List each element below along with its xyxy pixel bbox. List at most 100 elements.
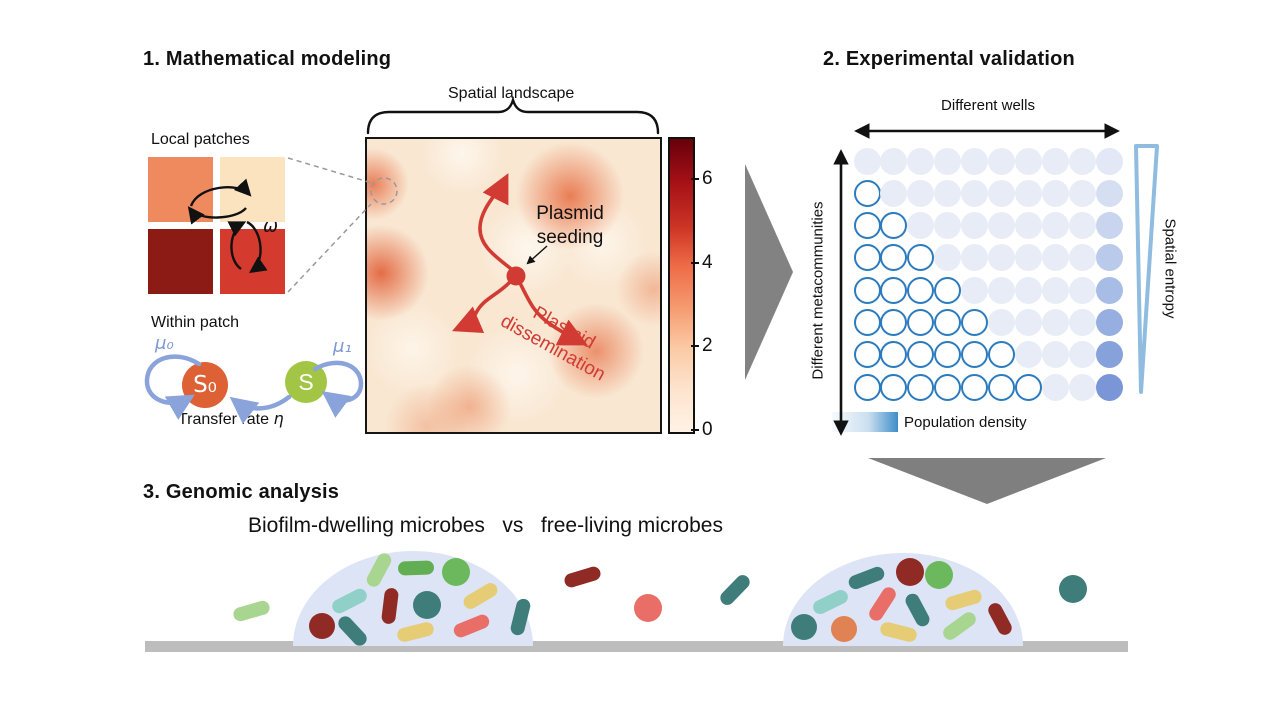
microbe-rod: [397, 560, 435, 576]
well: [1041, 179, 1069, 207]
microbe-coccus: [634, 594, 662, 622]
well: [853, 309, 881, 336]
well: [988, 244, 1015, 272]
colorbar-tick-4: 4: [702, 252, 713, 273]
well: [907, 244, 935, 272]
well: [880, 309, 908, 336]
s0-label: S₀: [193, 372, 217, 398]
microbe-coccus: [309, 613, 335, 639]
microbe-rod: [562, 564, 602, 590]
well: [1095, 309, 1123, 336]
well: [961, 373, 989, 401]
well: [1041, 212, 1069, 240]
flow-arrow-right: [745, 164, 793, 380]
well: [853, 341, 881, 369]
well: [880, 212, 908, 240]
well: [1041, 341, 1069, 369]
surface-line: [145, 641, 1128, 652]
well: [934, 309, 962, 336]
different-wells-label: Different wells: [941, 97, 1035, 114]
well: [880, 244, 908, 272]
population-density-gradient: [832, 412, 898, 432]
well: [934, 212, 962, 240]
well: [961, 212, 989, 240]
well: [1014, 179, 1042, 207]
microbe-coccus: [413, 591, 441, 619]
well: [961, 309, 989, 336]
well: [934, 276, 962, 304]
well: [1068, 309, 1096, 336]
within-patch-label: Within patch: [151, 314, 240, 331]
microbe-rod: [231, 599, 271, 623]
transfer-rate-label: Transfer rate η: [178, 409, 284, 428]
well: [1068, 244, 1096, 272]
well: [1095, 212, 1123, 240]
well: [907, 147, 935, 175]
well: [988, 179, 1015, 207]
well: [1095, 276, 1123, 304]
well: [907, 179, 935, 207]
well: [1095, 244, 1123, 272]
well: [961, 244, 989, 272]
within-patch-arrows: [144, 354, 364, 425]
well: [1068, 341, 1096, 369]
well: [988, 212, 1015, 240]
patch-top-right: [220, 157, 285, 222]
well: [907, 276, 935, 304]
patch-top-left: [148, 157, 213, 222]
well: [988, 309, 1015, 336]
well: [880, 341, 908, 369]
well: [988, 276, 1015, 304]
well: [1041, 276, 1069, 304]
well: [1068, 179, 1096, 207]
well: [1014, 341, 1042, 369]
well: [961, 147, 989, 175]
species-s-node: S: [285, 361, 327, 403]
well: [1068, 212, 1096, 240]
well: [880, 276, 908, 304]
well: [853, 244, 881, 272]
well: [907, 373, 935, 401]
well: [1014, 276, 1042, 304]
landscape-brace: [366, 95, 660, 135]
well: [853, 276, 881, 304]
well: [880, 373, 908, 401]
well: [880, 179, 908, 207]
plasmid-seeding-label: Plasmid seeding: [536, 203, 604, 248]
well: [880, 147, 908, 175]
mu1-label: μ₁: [333, 336, 352, 357]
microbe-coccus: [442, 558, 470, 586]
well: [1014, 373, 1042, 401]
well: [1095, 341, 1123, 369]
well: [907, 309, 935, 336]
well: [853, 147, 881, 175]
well: [853, 373, 881, 401]
well: [907, 212, 935, 240]
microbe-coccus: [831, 616, 857, 642]
heatmap-colorbar: [668, 137, 695, 434]
well: [1014, 244, 1042, 272]
well: [1041, 244, 1069, 272]
well: [961, 341, 989, 369]
spatial-entropy-triangle: [1134, 144, 1159, 394]
patch-bottom-left: [148, 229, 213, 294]
microbe-rod: [717, 572, 753, 608]
well: [1014, 212, 1042, 240]
mu0-label: μ₀: [155, 333, 174, 354]
well: [1068, 276, 1096, 304]
well: [1095, 179, 1123, 207]
well: [961, 276, 989, 304]
well: [1041, 309, 1069, 336]
well: [934, 341, 962, 369]
section3-title: 3. Genomic analysis: [143, 481, 340, 503]
well: [853, 179, 881, 207]
population-density-label: Population density: [904, 414, 1027, 431]
spatial-landscape-label: Spatial landscape: [448, 85, 575, 102]
different-metacommunities-label: Different metacommunities: [809, 201, 827, 380]
well: [1041, 373, 1069, 401]
local-patches-label: Local patches: [151, 131, 250, 148]
comparison-label: Biofilm-dwelling microbes vs free-living…: [248, 514, 723, 537]
microbe-coccus: [791, 614, 817, 640]
colorbar-tick-2: 2: [702, 335, 713, 356]
